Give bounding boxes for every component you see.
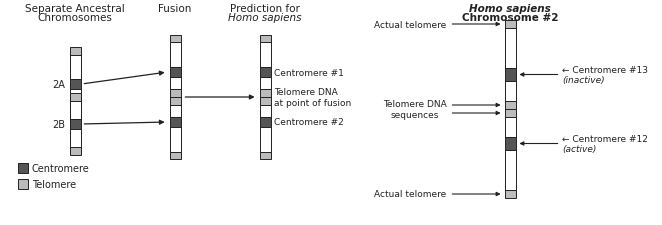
Bar [169,68,181,78]
Bar [504,82,516,101]
Text: Prediction for: Prediction for [230,4,300,14]
Text: Fusion: Fusion [158,4,192,14]
Text: Homo sapiens: Homo sapiens [469,4,551,14]
Bar [70,119,81,129]
Bar [260,68,271,78]
Bar [169,43,181,68]
Bar [70,129,81,147]
Bar [169,127,181,152]
Text: Actual telomere: Actual telomere [374,190,446,199]
Bar [504,69,516,82]
Text: 2A: 2A [52,80,66,90]
Text: Actual telomere: Actual telomere [374,20,446,29]
Text: Chromosome #2: Chromosome #2 [462,13,558,23]
Bar [70,101,81,119]
Bar [18,163,28,173]
Bar [169,152,181,159]
Bar [260,117,271,127]
Bar [260,78,271,90]
Bar [70,113,81,122]
Bar [260,43,271,68]
Bar [260,127,271,152]
Bar [504,101,516,110]
Text: Telomere DNA
sequences: Telomere DNA sequences [383,100,446,119]
Bar [169,90,181,98]
Text: Centromere #2: Centromere #2 [275,118,344,127]
Text: Separate Ancestral: Separate Ancestral [25,4,125,14]
Text: Homo sapiens: Homo sapiens [228,13,302,23]
Text: Telomere: Telomere [32,179,76,189]
Bar [260,152,271,159]
Bar [70,56,81,80]
Bar [169,98,181,106]
Bar [169,117,181,127]
Text: (inactive): (inactive) [563,76,605,85]
Text: ← Centromere #13: ← Centromere #13 [563,66,649,75]
Bar [18,179,28,189]
Bar [169,36,181,43]
Bar [504,117,516,137]
Bar [70,48,81,56]
Bar [70,147,81,155]
Bar [504,137,516,150]
Bar [260,106,271,117]
Bar [70,90,81,113]
Bar [70,80,81,90]
Text: ← Centromere #12: ← Centromere #12 [563,134,648,143]
Bar [169,78,181,90]
Bar [260,36,271,43]
Bar [504,190,516,198]
Bar [169,106,181,117]
Text: Chromosomes: Chromosomes [38,13,113,23]
Bar [70,94,81,101]
Bar [260,98,271,106]
Bar [504,150,516,190]
Bar [504,21,516,29]
Text: (active): (active) [563,144,597,153]
Text: Centromere #1: Centromere #1 [275,68,344,77]
Bar [504,29,516,69]
Text: 2B: 2B [52,119,66,129]
Bar [504,110,516,117]
Text: Centromere: Centromere [32,163,90,173]
Bar [260,90,271,98]
Text: Telomere DNA
at point of fusion: Telomere DNA at point of fusion [275,88,352,107]
